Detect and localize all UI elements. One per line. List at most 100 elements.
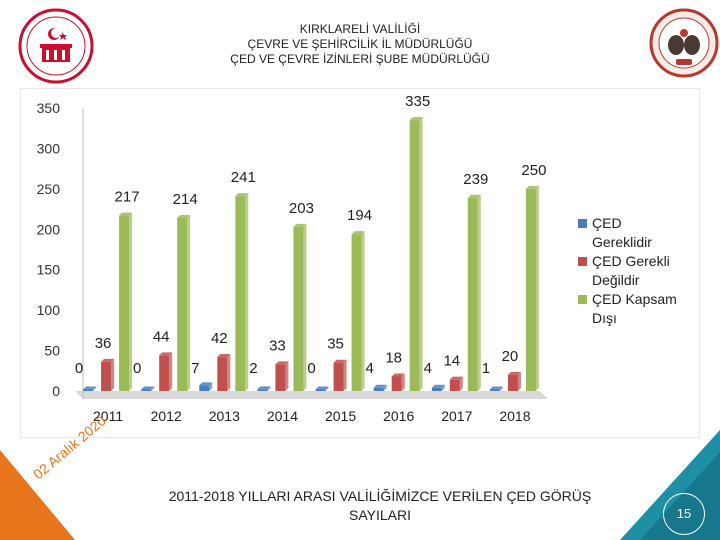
bar-side — [383, 384, 387, 391]
x-tick-label: 2011 — [93, 408, 123, 424]
bar-top — [293, 223, 307, 227]
legend-label: Dışı — [592, 310, 617, 326]
bar — [199, 385, 210, 391]
x-tick-label: 2012 — [151, 408, 182, 424]
header-title-line2: ÇEVRE VE ŞEHİRCİLİK İL MÜDÜRLÜĞÜ — [247, 37, 473, 51]
bar-side — [477, 194, 481, 391]
bar-top — [199, 382, 213, 386]
legend-label: Değildir — [592, 272, 640, 288]
data-label: 0 — [307, 360, 315, 377]
bar-side — [285, 361, 289, 391]
data-label: 214 — [173, 191, 198, 208]
data-label: 20 — [502, 348, 519, 365]
x-tick-label: 2018 — [499, 408, 530, 424]
data-label: 335 — [405, 93, 430, 110]
data-label: 239 — [463, 171, 488, 188]
bar-top — [177, 214, 191, 218]
bar-side — [245, 193, 249, 391]
chart-floor — [75, 391, 548, 399]
bar-side — [499, 386, 503, 391]
bar-top — [467, 194, 481, 198]
data-label: 33 — [269, 337, 286, 354]
bar-top — [333, 359, 347, 363]
data-label: 44 — [153, 328, 170, 345]
y-tick-label: 300 — [37, 140, 61, 156]
bar — [449, 379, 460, 391]
y-tick-label: 250 — [37, 181, 61, 197]
bar — [119, 215, 130, 391]
bar-top — [275, 361, 289, 365]
bar-side — [535, 185, 539, 391]
bar-side — [517, 371, 521, 391]
bar-top — [431, 384, 445, 388]
bar-top — [315, 386, 329, 390]
data-label: 18 — [385, 349, 402, 366]
bar-side — [441, 384, 445, 391]
legend-label: ÇED Kapsam — [592, 291, 677, 307]
bar-top — [373, 384, 387, 388]
data-label: 4 — [424, 360, 432, 377]
legend-swatch — [578, 295, 587, 304]
bar-side — [325, 386, 329, 391]
slide-caption: 2011-2018 YILLARI ARASI VALİLİĞİMİZCE VE… — [130, 487, 630, 525]
legend-label: Gereklidir — [592, 234, 652, 250]
caption-line2: SAYILARI — [349, 507, 411, 523]
bar-side — [401, 373, 405, 391]
bar-side — [419, 117, 423, 391]
data-label: 194 — [347, 207, 372, 224]
bar — [409, 120, 420, 391]
data-label: 241 — [231, 169, 256, 186]
legend-label: ÇED — [592, 215, 622, 231]
bar-top — [119, 212, 133, 216]
bar-top — [159, 352, 173, 356]
bar — [391, 376, 402, 391]
bar — [507, 374, 518, 391]
bar-side — [111, 358, 115, 391]
data-label: 0 — [133, 360, 141, 377]
bar-top — [507, 371, 521, 375]
page-number: 15 — [663, 493, 705, 535]
data-label: 203 — [289, 200, 314, 217]
legend-swatch — [578, 219, 587, 228]
bar-top — [449, 376, 463, 380]
data-label: 14 — [443, 353, 460, 370]
page-header: KIRKLARELİ VALİLİĞİ ÇEVRE VE ŞEHİRCİLİK … — [150, 22, 570, 67]
x-tick-label: 2016 — [383, 408, 414, 424]
bar-side — [209, 382, 213, 391]
bar-top — [235, 193, 249, 197]
bar — [525, 188, 536, 391]
bar — [293, 226, 304, 391]
footer-orange-shape — [0, 450, 75, 540]
bar — [351, 234, 362, 391]
bar — [141, 389, 152, 391]
bar — [101, 361, 112, 391]
bar-top — [141, 386, 155, 390]
x-tick-label: 2014 — [267, 408, 298, 424]
data-label: 4 — [366, 360, 374, 377]
bar — [257, 389, 268, 391]
x-tick-label: 2015 — [325, 408, 356, 424]
bar-top — [409, 117, 423, 121]
bar — [275, 364, 286, 391]
header-title-line1: KIRKLARELİ VALİLİĞİ — [299, 22, 421, 36]
bar-top — [525, 185, 539, 189]
bar — [217, 357, 228, 391]
bar — [373, 387, 384, 391]
bar — [235, 196, 246, 391]
y-tick-label: 0 — [52, 383, 60, 399]
bar-top — [351, 231, 365, 235]
data-label: 217 — [115, 189, 140, 206]
x-tick-label: 2017 — [441, 408, 472, 424]
bar-top — [83, 386, 97, 390]
bar-side — [303, 223, 307, 391]
bar — [467, 197, 478, 391]
data-label: 0 — [75, 360, 83, 377]
data-label: 2 — [249, 360, 257, 377]
bar-side — [187, 214, 191, 391]
y-tick-label: 100 — [37, 302, 61, 318]
bar — [431, 387, 442, 391]
bar-chart: 0501001502002503003502011036217201204421… — [19, 87, 701, 439]
bar-side — [343, 359, 347, 391]
data-label: 35 — [327, 336, 344, 353]
bar-side — [151, 386, 155, 391]
